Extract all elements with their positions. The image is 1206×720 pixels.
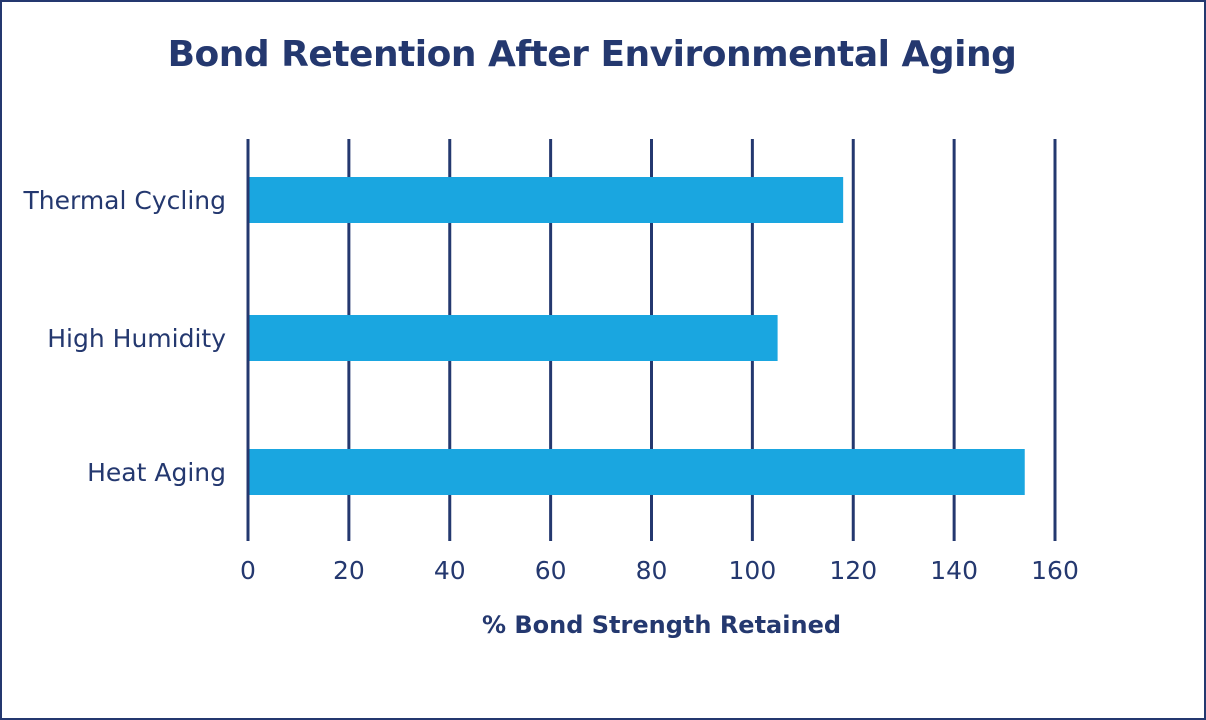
x-tick-label: 100: [729, 556, 777, 585]
bars: [249, 177, 1025, 495]
x-axis-title: % Bond Strength Retained: [482, 611, 841, 639]
x-tick-label: 60: [535, 556, 567, 585]
x-tick-label: 0: [240, 556, 256, 585]
x-tick-label: 80: [636, 556, 668, 585]
category-label: High Humidity: [47, 324, 226, 353]
x-tick-label: 20: [333, 556, 365, 585]
chart-title: Bond Retention After Environmental Aging: [167, 34, 1017, 75]
bar-heat-aging: [249, 449, 1025, 495]
category-label: Thermal Cycling: [22, 186, 226, 215]
bar-thermal-cycling: [249, 177, 844, 223]
x-tick-label: 160: [1031, 556, 1079, 585]
x-tick-label: 40: [434, 556, 466, 585]
x-tick-label: 120: [829, 556, 877, 585]
x-tick-label: 140: [930, 556, 978, 585]
category-labels: Thermal Cycling High Humidity Heat Aging: [22, 186, 226, 487]
bar-high-humidity: [249, 315, 778, 361]
category-label: Heat Aging: [87, 458, 226, 487]
x-tick-labels: 0 20 40 60 80 100 120 140 160: [240, 556, 1079, 585]
